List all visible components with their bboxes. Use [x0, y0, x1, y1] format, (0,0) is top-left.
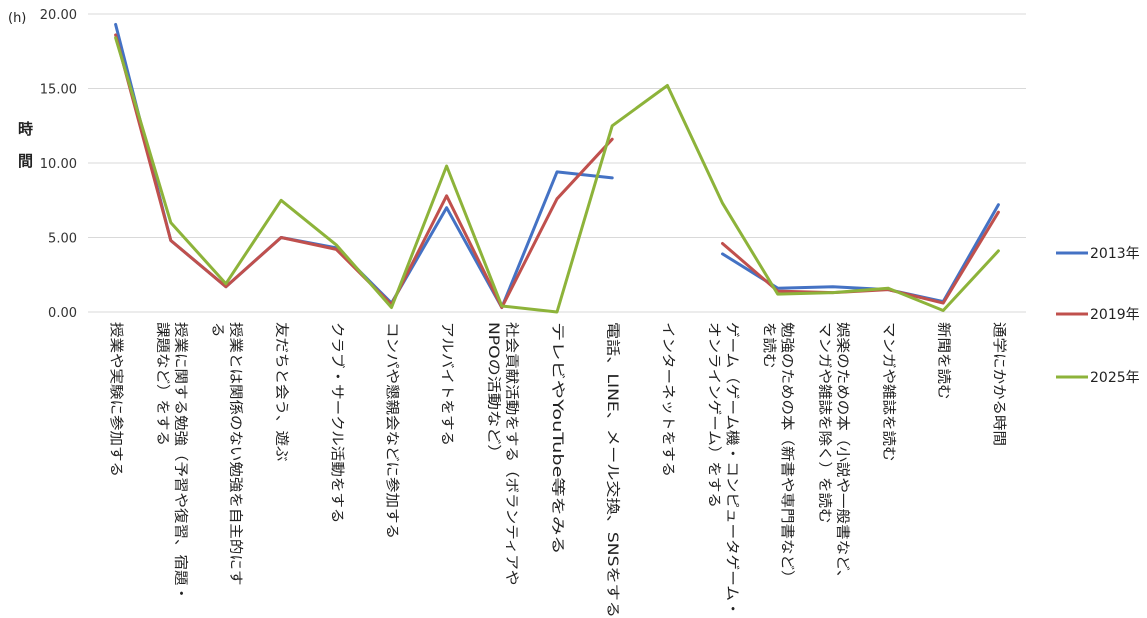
x-category-label: マンガや雑誌を除く）を読む [816, 322, 833, 524]
x-category-label: ゲーム（ゲーム機・コンピュータゲーム・ [724, 322, 740, 617]
series-line-2019年 [114, 33, 614, 309]
series-lines [114, 22, 1000, 314]
y-axis-title: 時間 [18, 120, 33, 170]
x-category-label: 友だちと会う、遊ぶ [273, 322, 289, 462]
x-category-label: 授業や実験に参加する [108, 322, 125, 477]
legend-label: 2025年 [1090, 370, 1140, 386]
y-unit-label: (h) [8, 11, 26, 26]
x-category-label: NPOの活動など） [485, 322, 501, 461]
x-category-label: テレビやYouTube等をみる [549, 322, 566, 555]
legend: 2013年 2019年 2025年 [1056, 246, 1140, 386]
legend-label: 2019年 [1090, 307, 1140, 323]
x-category-label: アルバイトをする [439, 322, 455, 446]
series-line-2013年 [721, 203, 1000, 304]
x-category-label: 課題など）をする [154, 322, 170, 446]
y-tick-label: 15.00 [40, 83, 77, 98]
x-category-label: インターネットをする [659, 322, 675, 477]
series-line-2025年 [114, 36, 1000, 314]
y-tick-label: 20.00 [40, 8, 77, 23]
gridlines [88, 13, 1026, 313]
y-tick-label: 0.00 [48, 306, 77, 321]
series-line-2013年 [114, 22, 614, 309]
x-category-label: 娯楽のための本（小説や一般書など、 [834, 322, 850, 586]
x-category-label: を読む [761, 322, 778, 369]
x-category-label: オンラインゲーム）をする [706, 322, 722, 508]
x-category-label: 授業に関する勉強（予習や復習、宿題・ [172, 322, 189, 601]
x-category-label: 勉強のための本（新書や専門書など） [779, 322, 795, 585]
x-axis-category-labels: 授業や実験に参加する 授業に関する勉強（予習や復習、宿題・課題など）をする 授業とは… [108, 322, 1007, 618]
x-category-label: る [209, 322, 225, 338]
x-category-label: 通学にかかる時間 [990, 322, 1006, 446]
x-category-label: 社会貢献活動をする（ボランティアや [503, 322, 519, 586]
x-category-label: クラブ・サークル活動をする [328, 322, 345, 524]
y-tick-label: 5.00 [48, 232, 77, 247]
x-category-label: マンガや雑誌を読む [880, 322, 897, 462]
x-category-label: コンパや懇親会などに参加する [383, 322, 400, 539]
y-axis-ticks: 0.00 5.00 10.00 15.00 20.00 [40, 8, 77, 321]
x-category-label: 新聞を読む [935, 322, 952, 400]
legend-label: 2013年 [1090, 246, 1140, 262]
x-category-label: 授業とは関係のない勉強を自主的にす [227, 322, 243, 586]
y-tick-label: 10.00 [40, 157, 77, 172]
x-category-label: 電話、LINE、メール交換、SNSをする [604, 322, 621, 618]
